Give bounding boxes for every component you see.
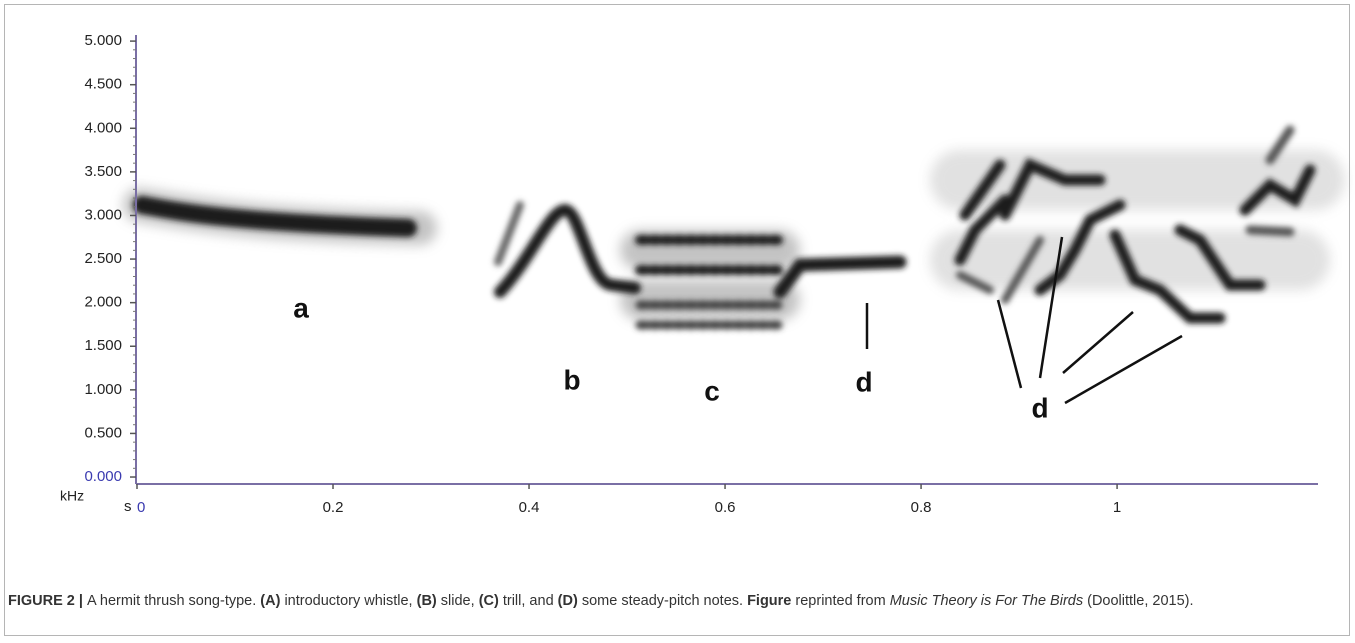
annotation: b [563, 364, 580, 395]
y-tick-label: 3.000 [84, 206, 122, 223]
y-tick-label: 2.000 [84, 294, 122, 311]
y-tick-label: 0.500 [84, 424, 122, 441]
figure-frame [4, 4, 1350, 636]
caption-text: Music Theory is For The Birds [889, 593, 1084, 609]
chart: kHz s 0.000 0.500 1.000 1.500 2.000 2.500 3.00… [60, 32, 1345, 516]
caption-text: slide, [436, 593, 479, 609]
x-axis-label: s [124, 498, 132, 515]
caption-text: (D) [557, 593, 578, 609]
annotation: d [1031, 392, 1048, 423]
y-tick-label: 4.500 [84, 76, 122, 93]
x-tick-label: 0 [137, 499, 145, 516]
caption-text: some steady-pitch notes. [577, 593, 748, 609]
caption-text: (Doolittle, 2015). [1083, 593, 1194, 609]
y-axis-label: kHz [60, 488, 84, 504]
caption-text: (B) [416, 593, 437, 609]
y-tick-label: 0.000 [84, 468, 122, 485]
y-tick-label: 4.000 [84, 119, 122, 136]
x-tick-label: 0.4 [519, 499, 540, 516]
y-tick-label: 1.000 [84, 381, 122, 398]
caption-text: trill, and [498, 593, 558, 609]
x-tick-label: 0.2 [323, 499, 344, 516]
x-tick-label: 0.6 [715, 499, 736, 516]
y-tick-label: 5.000 [84, 32, 122, 49]
annotation: d [855, 366, 872, 397]
caption-text: (C) [478, 593, 499, 609]
caption-text: introductory whistle, [280, 593, 417, 609]
caption-text: A hermit thrush song-type. [87, 593, 261, 609]
caption-text: (A) [260, 593, 281, 609]
y-tick-label: 2.500 [84, 250, 122, 267]
caption-text: Figure [747, 593, 792, 609]
caption-text: FIGURE 2 | [8, 593, 87, 609]
annotation: a [293, 292, 309, 323]
x-tick-label: 0.8 [911, 499, 932, 516]
caption: FIGURE 2 | A hermit thrush song-type. (A… [8, 589, 1343, 614]
annotation: c [704, 375, 720, 406]
caption-text: reprinted from [791, 593, 890, 609]
x-tick-label: 1 [1113, 499, 1121, 516]
y-tick-label: 1.500 [84, 337, 122, 354]
y-tick-label: 3.500 [84, 163, 122, 180]
spectrogram [123, 125, 1345, 405]
